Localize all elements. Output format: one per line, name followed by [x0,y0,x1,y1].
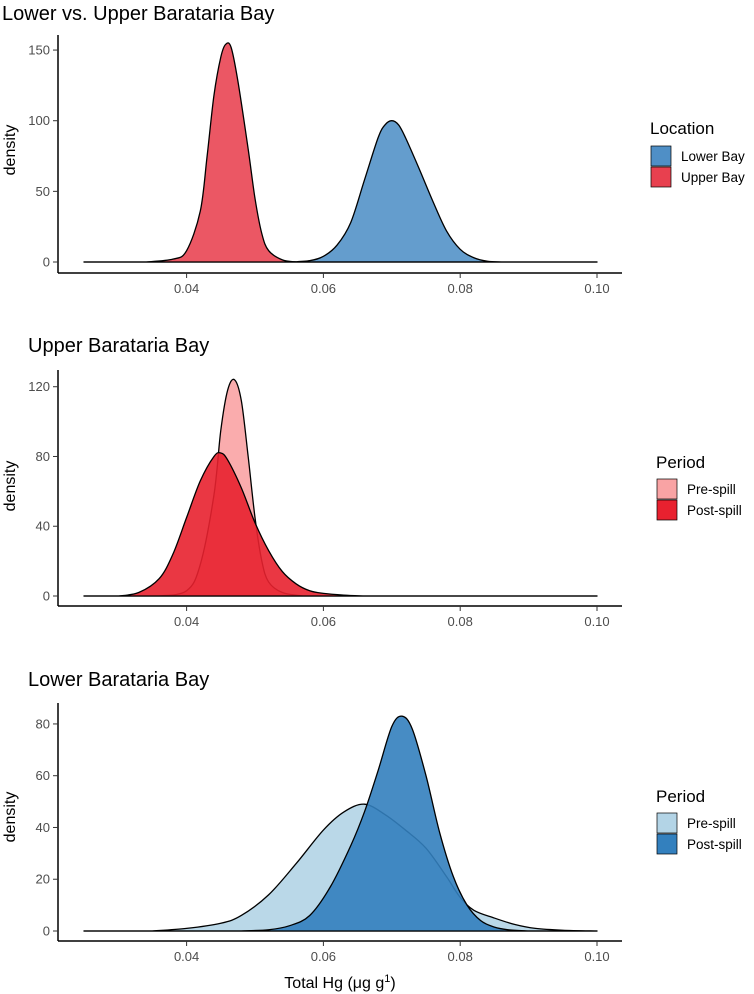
y-tick-label: 150 [28,43,50,58]
legend-label-pre-spill-lower: Pre-spill [687,816,736,831]
panel-2-title: Upper Barataria Bay [28,335,209,357]
x-tick-label: 0.08 [448,281,473,296]
density-area-upper-bay [83,42,598,263]
legend-swatch-upper-bay [650,166,672,188]
panel-3-ylabel: density [2,792,19,843]
x-tick-label: 0.04 [174,614,199,629]
y-tick-label: 100 [28,113,50,128]
y-tick-label: 20 [36,872,50,887]
x-tick-label: 0.10 [584,281,609,296]
panel-3-plot-area: 0 20 40 60 80 0.04 0.06 0.08 0.10 [36,703,622,964]
x-tick-label: 0.08 [448,614,473,629]
x-tick-label: 0.06 [311,614,336,629]
panel-1-legend-title: Location [650,119,714,138]
density-area-post-spill [83,715,598,932]
density-area-lower-bay [83,120,598,263]
density-area-pre-spill [83,378,598,597]
x-tick-label: 0.06 [311,281,336,296]
y-tick-label: 0 [43,255,50,270]
panel-1: Lower vs. Upper Barataria Bay density 0 5… [2,3,745,296]
y-tick-label: 0 [43,589,50,604]
y-tick-label: 60 [36,768,50,783]
x-tick-label: 0.06 [311,949,336,964]
legend-swatch-lower-bay [650,145,672,167]
panel-1-plot-area: 0 50 100 150 0.04 0.06 0.08 0.10 [28,35,622,296]
panel-3-title: Lower Barataria Bay [28,669,209,691]
panel-2-plot-area: 0 40 80 120 0.04 0.06 0.08 0.10 [28,370,622,629]
x-axis-label: Total Hg (μg g1) [284,973,395,992]
panel-2-legend-title: Period [656,453,705,472]
panel-2-ylabel: density [2,461,19,512]
legend-swatch-post-spill-lower [656,833,678,855]
legend-swatch-pre-spill-upper [656,478,678,500]
x-tick-label: 0.08 [448,949,473,964]
legend-label-pre-spill-upper: Pre-spill [687,482,736,497]
legend-swatch-pre-spill-lower [656,812,678,834]
y-tick-label: 0 [43,924,50,939]
y-tick-label: 80 [36,449,50,464]
legend-label-lower-bay: Lower Bay [681,149,745,164]
panel-3-legend-title: Period [656,787,705,806]
x-tick-label: 0.10 [584,949,609,964]
legend-label-post-spill-upper: Post-spill [687,503,742,518]
panel-2: Upper Barataria Bay density 0 40 80 120 0.04… [2,335,742,629]
y-tick-label: 120 [28,379,50,394]
density-area-post-spill [83,451,598,597]
x-tick-label: 0.10 [584,614,609,629]
legend-label-post-spill-lower: Post-spill [687,837,742,852]
y-tick-label: 40 [36,820,50,835]
panel-1-ylabel: density [2,125,19,176]
panel-3: Lower Barataria Bay density 0 20 40 60 80 0.0… [2,669,742,992]
y-tick-label: 40 [36,519,50,534]
y-tick-label: 50 [36,184,50,199]
x-tick-label: 0.04 [174,949,199,964]
y-tick-label: 80 [36,716,50,731]
legend-label-upper-bay: Upper Bay [681,170,745,185]
legend-swatch-post-spill-upper [656,499,678,521]
x-tick-label: 0.04 [174,281,199,296]
panel-1-title: Lower vs. Upper Barataria Bay [2,3,274,25]
